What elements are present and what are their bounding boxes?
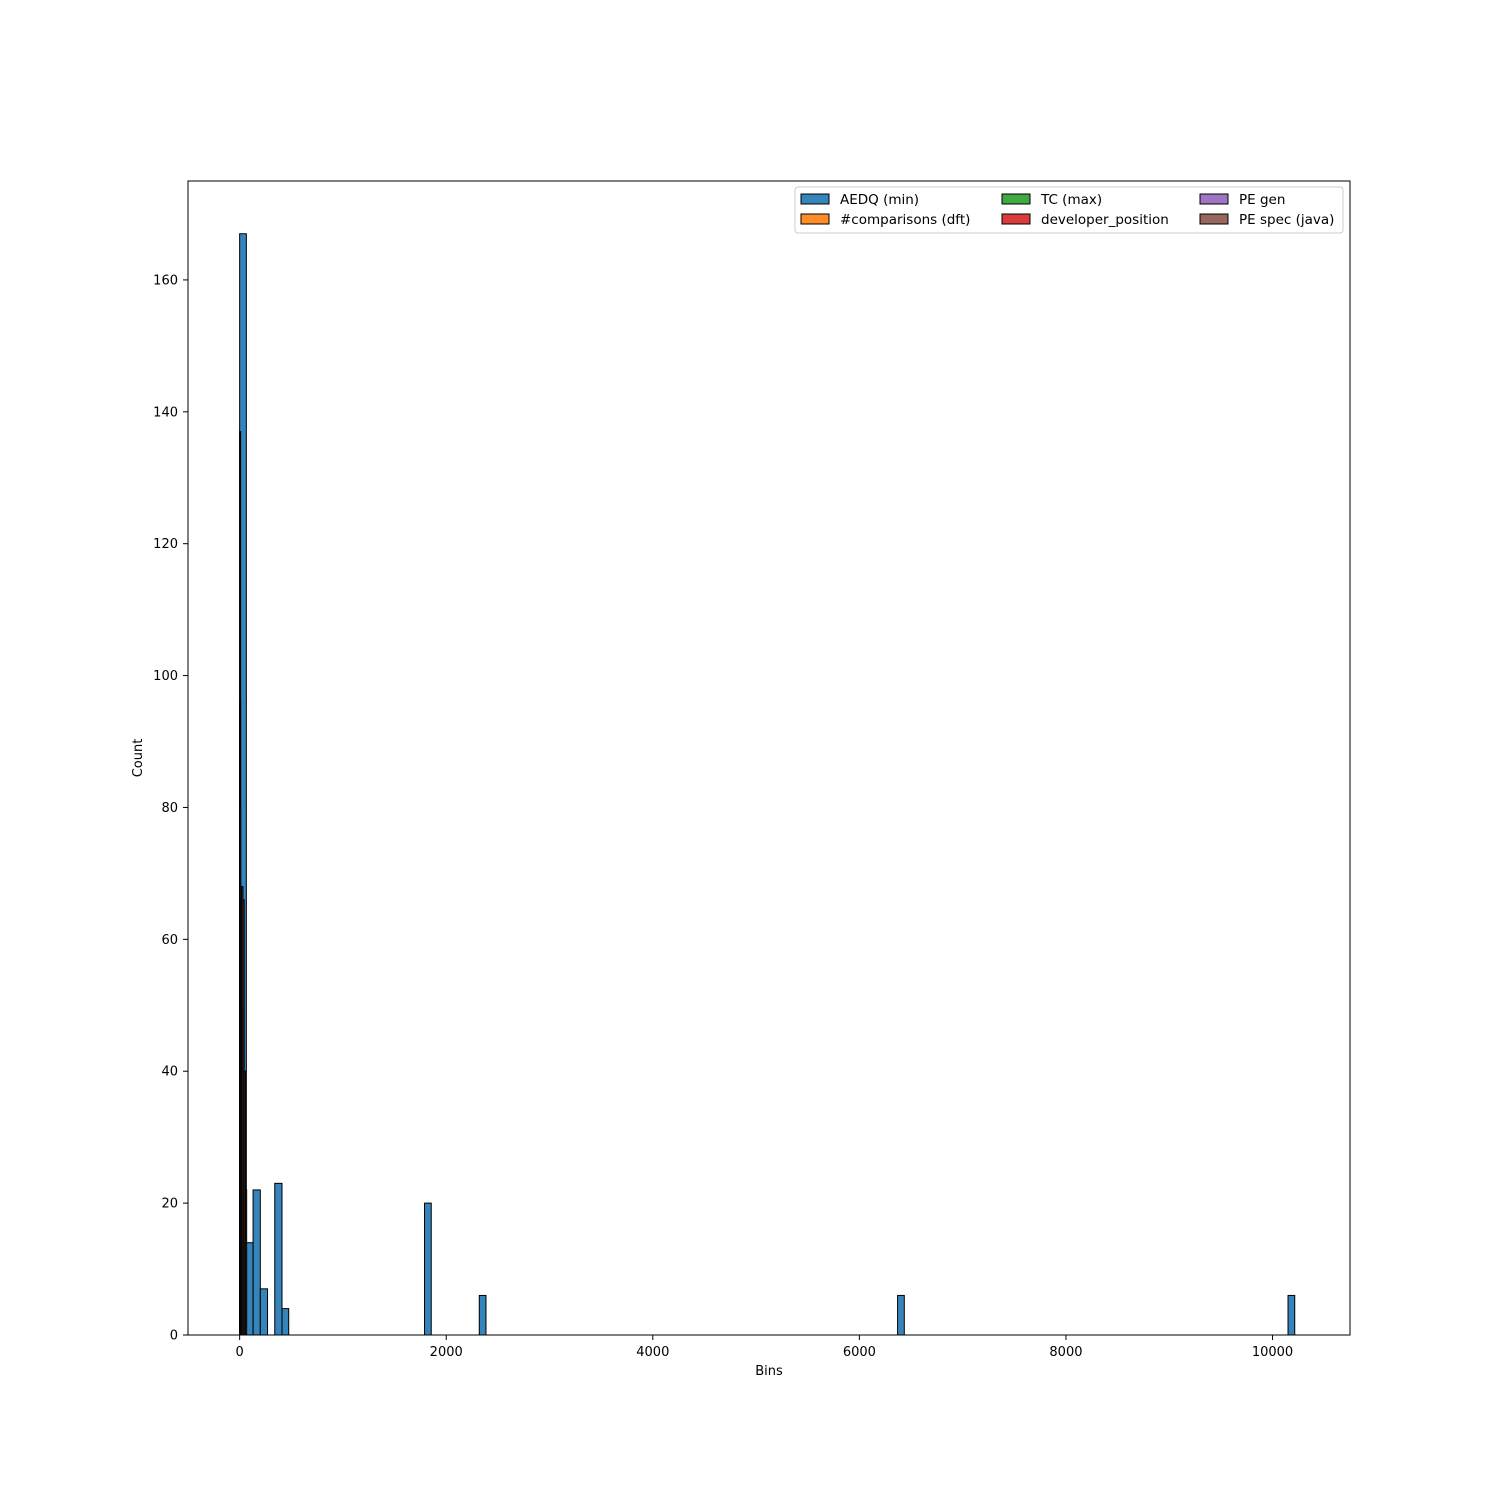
legend-label-5: PE gen: [1239, 192, 1285, 208]
bar-1-7: [424, 1202, 432, 1336]
legend-label-1: AEDQ (min): [840, 192, 919, 208]
y-tick-label-4: 80: [161, 801, 178, 816]
legend-swatch-6: [1199, 213, 1229, 225]
plot-frame: [187, 180, 1351, 1336]
y-axis-ticks: 0 20 40 60 80 100 120 140 160: [153, 273, 188, 1344]
legend-swatch-5: [1199, 193, 1229, 205]
legend-swatch-4: [1001, 213, 1031, 225]
y-tick-label-7: 140: [153, 405, 178, 420]
legend-swatch-1: [800, 193, 830, 205]
x-tick-label-4: 8000: [1049, 1345, 1082, 1360]
bar-1-4: [259, 1288, 269, 1336]
x-tick-label-3: 6000: [843, 1345, 876, 1360]
y-tick-label-5: 100: [153, 669, 178, 684]
y-tick-label-0: 0: [170, 1329, 178, 1344]
legend-label-6: PE spec (java): [1239, 212, 1334, 228]
y-tick-label-3: 60: [161, 933, 178, 948]
x-tick-label-1: 2000: [430, 1345, 463, 1360]
bar-6-4: [244, 1189, 248, 1336]
x-axis-label: Bins: [755, 1364, 783, 1379]
y-axis-label: Count: [131, 739, 146, 778]
bar-1-2: [245, 1242, 254, 1336]
y-tick-label-1: 20: [161, 1197, 178, 1212]
legend-swatch-2: [800, 213, 830, 225]
legend-label-4: developer_position: [1041, 212, 1169, 228]
y-tick-label-8: 160: [153, 273, 178, 288]
legend-swatch-3: [1001, 193, 1031, 205]
y-tick-label-6: 120: [153, 537, 178, 552]
bar-1-8: [478, 1294, 487, 1336]
bar-1-9: [897, 1294, 905, 1336]
bar-1-6: [281, 1308, 290, 1336]
legend-label-2: #comparisons (dft): [840, 212, 970, 228]
x-tick-label-5: 10000: [1252, 1345, 1293, 1360]
x-tick-label-2: 4000: [636, 1345, 669, 1360]
y-tick-label-2: 40: [161, 1065, 178, 1080]
bar-1-5: [274, 1182, 283, 1336]
legend-label-3: TC (max): [1040, 192, 1102, 208]
x-tick-label-0: 0: [236, 1345, 244, 1360]
x-axis-ticks: 0 2000 4000 6000 8000 10000: [236, 1335, 1293, 1360]
bar-1-3: [252, 1189, 261, 1336]
legend: AEDQ (min) #comparisons (dft) TC (max) deve…: [794, 186, 1344, 234]
bar-1-10: [1287, 1294, 1296, 1336]
